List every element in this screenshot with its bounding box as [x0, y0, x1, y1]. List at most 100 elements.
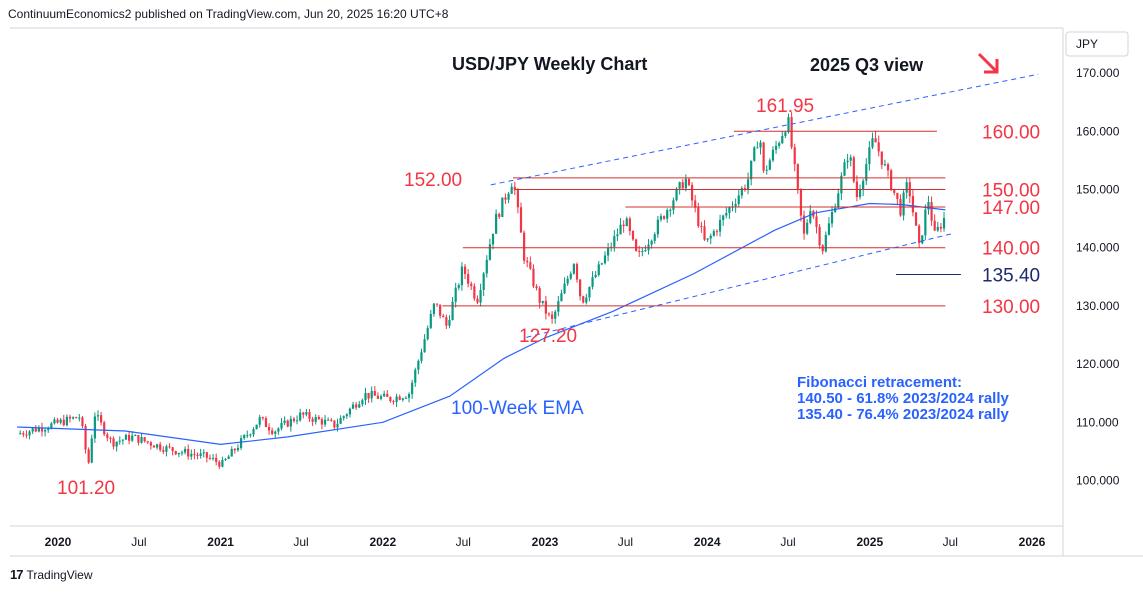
- candle-body-274: [871, 138, 874, 148]
- candle-body-83: [277, 428, 280, 432]
- candle-body-133: [432, 303, 436, 314]
- candle-body-86: [286, 420, 289, 427]
- candle-body-140: [454, 287, 457, 302]
- candle-body-224: [715, 231, 719, 233]
- y-tick-0: 170.000: [1076, 66, 1120, 80]
- candle-body-217: [694, 200, 697, 208]
- candle-body-244: [778, 143, 781, 146]
- candle-body-282: [896, 192, 899, 200]
- candle-body-11: [53, 419, 56, 424]
- candle-body-183: [588, 286, 591, 298]
- candle-body-138: [448, 319, 451, 326]
- x-tick-3: Jul: [293, 535, 308, 549]
- candle-body-261: [830, 211, 834, 224]
- candle-body-38: [137, 435, 140, 443]
- candle-body-108: [355, 404, 358, 408]
- x-tick-9: Jul: [780, 535, 795, 549]
- x-axis[interactable]: 2020 Jul 2021 Jul 2022 Jul 2023 Jul 2024 Jul 2025 J…: [45, 535, 1046, 549]
- candle-body-184: [591, 277, 594, 287]
- candle-body-111: [364, 392, 367, 401]
- candle-body-185: [594, 275, 597, 278]
- low-2020-label: 101.20: [57, 478, 115, 499]
- candle-body-94: [311, 418, 314, 422]
- candle-body-257: [818, 226, 821, 246]
- candle-body-252: [802, 215, 806, 234]
- candle-body-148: [479, 289, 482, 303]
- candle-body-258: [821, 245, 824, 252]
- candle-body-284: [902, 192, 905, 216]
- x-tick-7: Jul: [618, 535, 633, 549]
- candle-body-178: [572, 264, 575, 274]
- candle-body-48: [168, 446, 171, 448]
- candle-body-198: [634, 239, 638, 251]
- tradingview-footer[interactable]: 17 TradingView: [10, 567, 93, 582]
- candle-body-99: [327, 419, 330, 421]
- candle-body-2: [25, 434, 28, 436]
- y-axis[interactable]: 170.000 160.000 150.000 140.000 130.000 120.0…: [1076, 66, 1120, 487]
- candle-body-49: [171, 447, 174, 452]
- candle-body-159: [513, 186, 516, 191]
- candle-body-250: [796, 164, 799, 189]
- candle-body-169: [544, 300, 547, 314]
- candle-body-76: [255, 424, 258, 430]
- candle-body-153: [495, 213, 498, 234]
- candle-body-142: [460, 266, 464, 286]
- candle-body-265: [843, 162, 846, 176]
- candle-body-272: [865, 164, 868, 181]
- candle-body-72: [243, 435, 246, 439]
- candle-body-61: [208, 457, 212, 459]
- candle-body-16: [68, 416, 72, 419]
- candle-body-31: [115, 441, 118, 447]
- candle-body-280: [890, 170, 893, 191]
- candle-body-120: [392, 401, 395, 403]
- candle-body-89: [295, 420, 299, 422]
- candle-body-156: [504, 197, 507, 200]
- candle-body-7: [40, 427, 44, 432]
- candle-body-231: [737, 195, 740, 204]
- candle-body-71: [239, 438, 243, 448]
- candle-body-50: [174, 451, 177, 455]
- candle-body-139: [451, 301, 454, 320]
- candle-body-204: [653, 234, 656, 241]
- candle-body-177: [569, 273, 572, 279]
- candle-body-221: [706, 238, 709, 240]
- x-tick-10: 2025: [856, 535, 883, 549]
- candle-body-87: [289, 418, 292, 427]
- candle-body-119: [389, 396, 392, 402]
- candle-body-155: [501, 197, 504, 217]
- candle-body-144: [467, 274, 470, 284]
- candle-body-173: [557, 301, 560, 312]
- candle-body-126: [411, 382, 414, 395]
- candle-body-225: [718, 220, 722, 232]
- candle-body-114: [373, 391, 376, 396]
- candle-body-40: [143, 437, 146, 442]
- candle-body-295: [936, 226, 939, 231]
- candle-body-168: [541, 300, 544, 303]
- candle-body-246: [784, 132, 787, 136]
- candle-body-79: [264, 418, 268, 428]
- candle-body-165: [532, 268, 535, 287]
- candle-body-233: [743, 187, 747, 189]
- x-tick-0: 2020: [45, 535, 72, 549]
- candle-body-1: [22, 433, 25, 435]
- candle-body-230: [734, 203, 737, 207]
- candle-body-170: [547, 313, 551, 315]
- candle-body-65: [221, 459, 224, 467]
- candle-body-110: [361, 400, 364, 405]
- candle-body-39: [140, 437, 143, 443]
- candle-body-88: [292, 418, 296, 422]
- candle-body-127: [414, 369, 417, 383]
- candle-body-118: [386, 393, 389, 397]
- candle-body-103: [339, 418, 342, 424]
- chart-title: USD/JPY Weekly Chart: [452, 54, 647, 74]
- candle-body-63: [215, 457, 218, 462]
- candle-body-95: [314, 417, 317, 422]
- y-tick-6: 110.000: [1076, 415, 1119, 429]
- candle-body-113: [370, 391, 373, 399]
- candle-body-171: [551, 314, 554, 319]
- candle-body-100: [330, 419, 333, 421]
- candle-body-136: [442, 315, 445, 318]
- candle-body-85: [283, 420, 286, 423]
- candle-body-189: [606, 247, 610, 256]
